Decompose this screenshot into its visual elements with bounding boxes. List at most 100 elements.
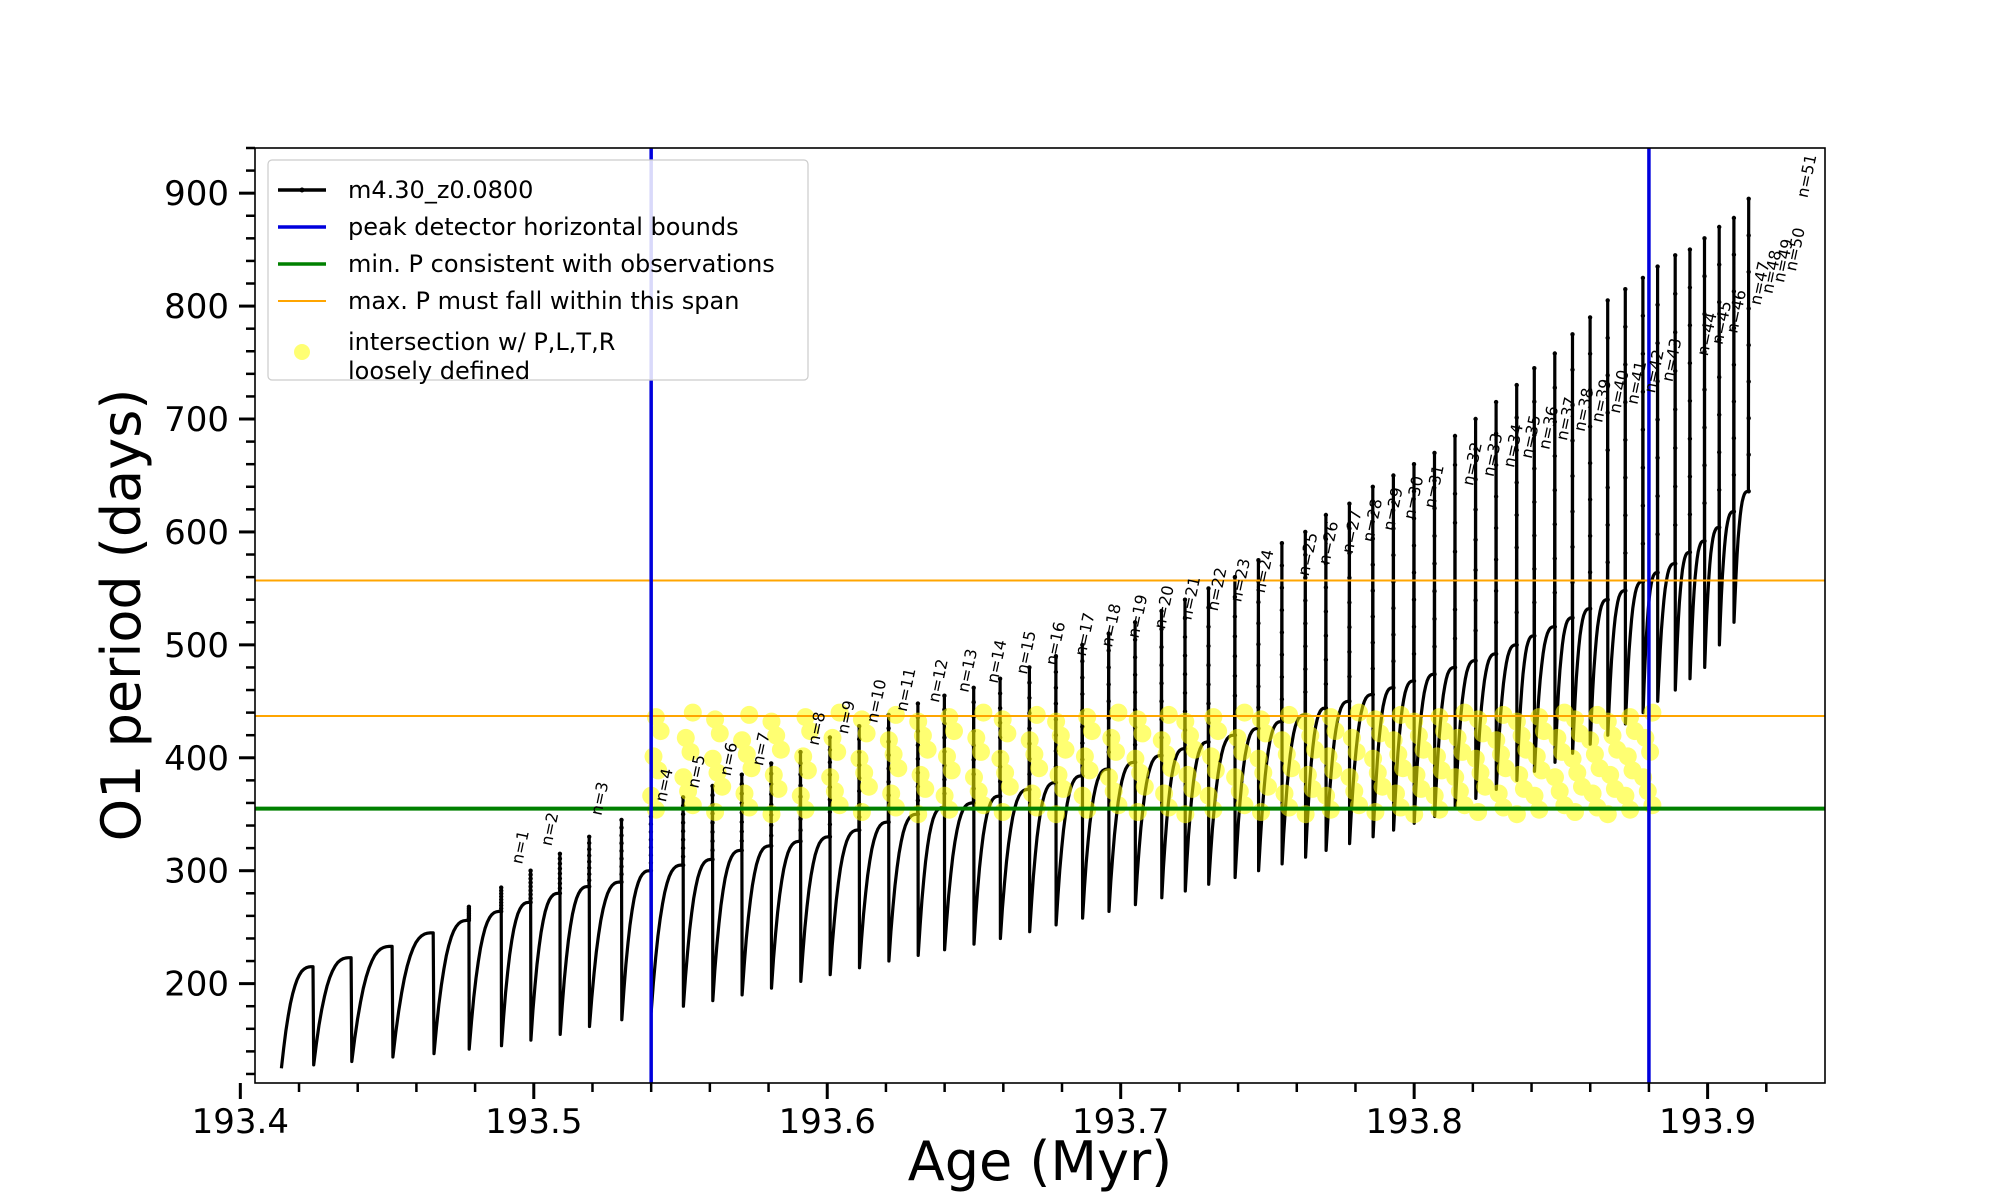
intersection-marker xyxy=(1181,726,1199,745)
y-tick-label: 700 xyxy=(164,400,229,440)
intersection-marker xyxy=(1176,712,1195,731)
intersection-marker xyxy=(1000,777,1019,796)
intersection-marker xyxy=(1492,745,1510,764)
intersection-marker xyxy=(942,761,961,780)
intersection-marker xyxy=(1394,759,1412,778)
intersection-marker xyxy=(1259,777,1277,796)
intersection-marker xyxy=(1527,747,1546,766)
intersection-marker xyxy=(969,782,988,801)
x-tick-label: 193.8 xyxy=(1365,1102,1462,1142)
intersection-marker xyxy=(859,777,878,796)
intersection-marker xyxy=(1321,708,1340,727)
intersection-marker xyxy=(1450,782,1469,801)
intersection-marker xyxy=(1152,731,1171,750)
intersection-marker xyxy=(1407,765,1426,784)
intersection-marker xyxy=(1252,803,1270,821)
intersection-marker xyxy=(1047,712,1066,731)
intersection-marker xyxy=(771,740,790,759)
intersection-marker xyxy=(965,768,983,787)
intersection-marker xyxy=(708,763,727,782)
intersection-marker xyxy=(1366,710,1385,729)
intersection-marker xyxy=(796,708,815,727)
intersection-marker xyxy=(879,731,898,750)
intersection-marker xyxy=(1107,742,1125,761)
intersection-marker xyxy=(821,768,840,787)
legend-label: loosely defined xyxy=(348,357,530,385)
intersection-marker xyxy=(1020,731,1039,750)
intersection-marker xyxy=(1080,761,1099,780)
intersection-marker xyxy=(791,786,810,805)
intersection-marker xyxy=(1273,731,1292,750)
intersection-marker xyxy=(1435,722,1454,741)
intersection-marker xyxy=(1109,703,1128,722)
intersection-marker xyxy=(1568,763,1587,782)
intersection-marker xyxy=(1618,747,1637,766)
intersection-marker xyxy=(886,705,905,724)
intersection-marker xyxy=(764,765,783,784)
intersection-marker xyxy=(676,728,695,747)
x-tick-label: 193.6 xyxy=(779,1102,876,1142)
intersection-marker xyxy=(1603,726,1622,745)
intersection-marker xyxy=(1277,745,1296,764)
intersection-marker xyxy=(1345,782,1364,801)
plot-area: n=1 n=2n=3 n=4 n=5 n=6 n=7n=8 n=9 n=10 n=11 n=12 n… xyxy=(255,148,1825,1083)
intersection-marker xyxy=(1183,779,1202,798)
intersection-marker xyxy=(1494,705,1513,724)
intersection-marker xyxy=(1235,703,1254,722)
intersection-marker xyxy=(1073,786,1092,805)
intersection-marker xyxy=(828,742,847,761)
intersection-marker xyxy=(1204,708,1223,727)
intersection-marker xyxy=(1636,728,1655,747)
intersection-marker xyxy=(1326,722,1345,741)
intersection-marker xyxy=(706,803,725,821)
intersection-marker xyxy=(823,728,842,747)
axes: 193.4 193.5 193.6 193.7 193.8 193.9 200 300 400 5… xyxy=(164,146,1826,1142)
intersection-marker xyxy=(1056,740,1075,759)
intersection-marker xyxy=(1469,710,1488,729)
intersection-marker xyxy=(1368,763,1387,782)
intersection-marker xyxy=(1135,777,1154,796)
intersection-marker xyxy=(1126,749,1145,768)
intersection-marker xyxy=(733,731,752,750)
intersection-marker xyxy=(1102,728,1121,747)
intersection-marker xyxy=(1546,768,1564,787)
intersection-marker xyxy=(1389,745,1408,764)
intersection-marker xyxy=(1371,724,1390,743)
intersection-marker xyxy=(935,786,954,805)
legend-box xyxy=(267,159,809,381)
intersection-marker xyxy=(737,745,756,764)
intersection-marker xyxy=(742,759,761,778)
intersection-marker xyxy=(998,724,1017,743)
intersection-marker xyxy=(1030,759,1049,778)
intersection-marker xyxy=(1643,703,1662,722)
intersection-marker xyxy=(940,708,959,727)
intersection-marker xyxy=(852,803,871,821)
intersection-marker xyxy=(1023,784,1042,803)
intersection-marker xyxy=(1199,786,1218,805)
intersection-marker xyxy=(991,749,1010,768)
intersection-marker xyxy=(1162,759,1181,778)
intersection-marker xyxy=(1581,731,1600,750)
intersection-marker xyxy=(913,726,932,745)
intersection-marker xyxy=(1226,768,1245,787)
intersection-marker xyxy=(1133,724,1152,743)
intersection-marker xyxy=(798,761,817,780)
intersection-marker xyxy=(911,765,930,784)
intersection-marker xyxy=(644,747,663,766)
intersection-marker xyxy=(972,742,990,761)
intersection-marker xyxy=(1566,803,1584,821)
intersection-marker xyxy=(850,749,869,768)
intersection-marker xyxy=(649,761,668,780)
intersection-marker xyxy=(1350,703,1368,722)
intersection-marker xyxy=(740,705,759,724)
intersection-marker xyxy=(710,724,729,743)
intersection-marker xyxy=(1430,708,1449,727)
intersection-marker xyxy=(1209,722,1228,741)
intersection-marker xyxy=(769,779,788,798)
intersection-marker xyxy=(1548,728,1567,747)
intersection-marker xyxy=(1340,768,1359,787)
intersection-marker xyxy=(882,784,901,803)
intersection-marker xyxy=(1585,745,1604,764)
